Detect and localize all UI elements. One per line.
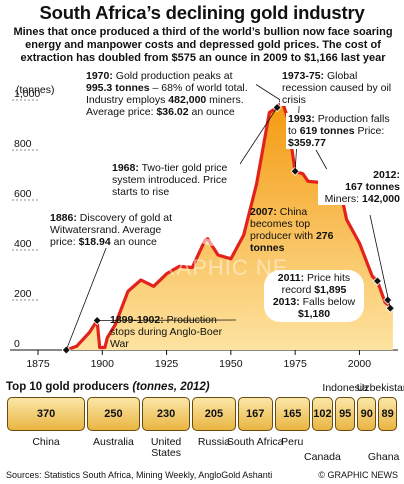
producers-title: Top 10 gold producers (tonnes, 2012) <box>6 381 210 393</box>
producer-label: Indonesia <box>322 382 368 394</box>
producer-bar: 250 <box>87 397 140 431</box>
producer-bar: 102 <box>311 397 334 431</box>
annotation-1973: 1973-75: Global recession caused by oil … <box>280 70 402 106</box>
producer-bar: 165 <box>274 397 310 431</box>
annotation-1970: 1970: Gold production peaks at 995.3 ton… <box>84 70 256 118</box>
producers-bars: 370 250 230 205 167 165 102 95 90 89 <box>7 397 397 435</box>
annotation-1899: 1899-1902: Production stops during Anglo… <box>110 314 223 350</box>
y-axis-label: (tonnes) <box>16 84 55 96</box>
producer-bar: 167 <box>237 397 273 431</box>
x-tick-label: 1900 <box>91 358 115 370</box>
sources-note: Sources: Statistics South Africa, Mining… <box>6 470 273 480</box>
credit-note: © GRAPHIC NEWS <box>318 470 398 480</box>
producer-bar: 230 <box>141 397 191 431</box>
chart-subtitle: Mines that once produced a third of the … <box>13 26 393 64</box>
data-marker <box>383 295 393 305</box>
x-tick-label: 1875 <box>26 358 50 370</box>
x-tick-label: 1950 <box>219 358 243 370</box>
annotation-1993: 1993: Production falls to 619 tonnes Pri… <box>286 113 402 149</box>
x-tick-label: 1925 <box>155 358 179 370</box>
producer-label: Ghana <box>367 451 400 463</box>
producer-label: Australia <box>93 436 134 448</box>
producer-label: Peru <box>281 436 304 448</box>
x-tick-label: 1975 <box>283 358 307 370</box>
annotation-1886: 1886: Discovery of gold at Witwatersrand… <box>48 212 182 248</box>
producer-bar: 205 <box>192 397 236 431</box>
y-tick-label: 0 <box>14 338 20 350</box>
y-tick-label: 600 <box>14 188 32 200</box>
annotation-1968: 1968: Two-tier gold price system introdu… <box>110 162 240 198</box>
chart-title: South Africa’s declining gold industry <box>39 2 365 23</box>
producer-label: Russia <box>197 436 231 448</box>
y-tick-label: 1,000 <box>14 88 40 100</box>
annotation-2007: 2007: China becomes top producer with 27… <box>250 206 334 254</box>
leader-line <box>251 81 283 102</box>
producer-label: United States <box>150 436 182 459</box>
producer-bar: 95 <box>335 397 356 431</box>
producer-bar: 90 <box>357 397 377 431</box>
leader-line <box>369 214 391 309</box>
annotation-2012: 2012: 167 tonnes Miners: 142,000 <box>318 169 402 205</box>
data-marker <box>372 276 382 286</box>
producer-label: Uzbekistan <box>356 382 404 394</box>
producer-label: China <box>32 436 60 448</box>
producer-label: South Africa <box>226 436 284 448</box>
producer-bar: 89 <box>378 397 397 431</box>
annotation-2011: 2011: Price hits record $1,895 2013: Fall… <box>264 270 364 322</box>
leader-line <box>65 237 111 351</box>
producer-label: Canada <box>304 451 341 463</box>
y-tick-label: 200 <box>14 288 32 300</box>
y-tick-label: 800 <box>14 138 32 150</box>
x-tick-label: 2000 <box>348 358 372 370</box>
leader-line <box>97 319 237 321</box>
producer-bar: 370 <box>7 397 86 431</box>
y-tick-label: 400 <box>14 238 32 250</box>
leader-line <box>235 107 278 171</box>
